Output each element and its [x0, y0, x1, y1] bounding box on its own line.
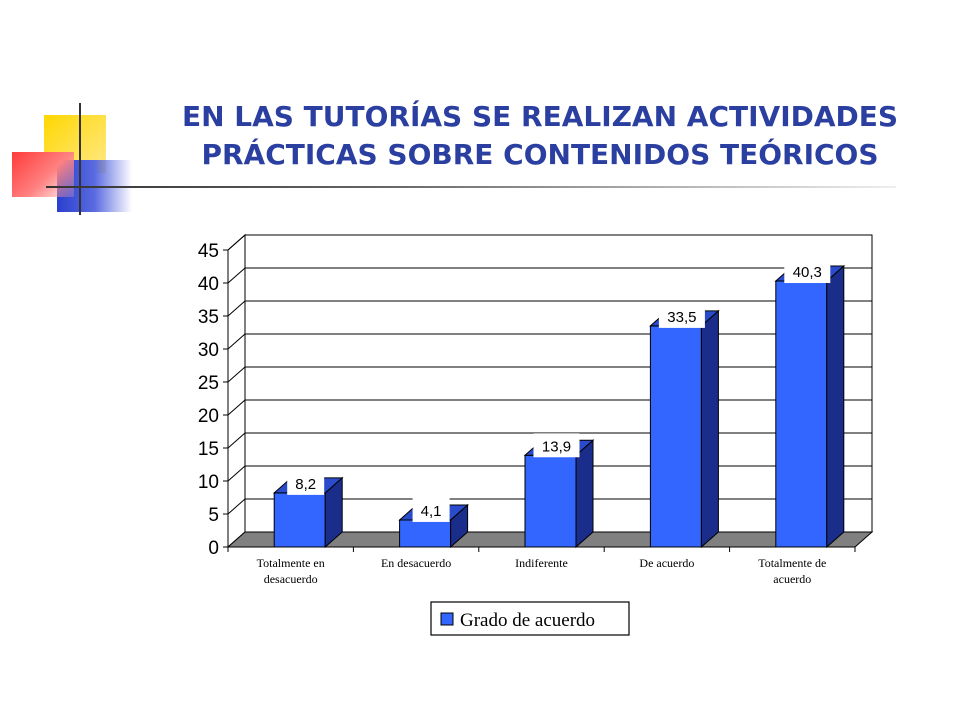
- data-label: 4,1: [421, 503, 442, 520]
- y-tick-label: 45: [198, 241, 219, 262]
- y-tick-label: 0: [208, 538, 219, 559]
- x-axis: Totalmente en desacuerdo En desacuerdo Indi…: [227, 546, 856, 586]
- y-axis: 0 5 10 15 20 25 30 35 40 45: [198, 241, 229, 559]
- bar-front: [775, 280, 828, 548]
- data-label: 8,2: [295, 476, 316, 493]
- data-label-bg: [533, 433, 580, 458]
- deco-red-square: [12, 152, 74, 197]
- slide-title: EN LAS TUTORÍAS SE REALIZAN ACTIVIDADES …: [140, 98, 940, 174]
- chart-bars: 8,2 4,1 13,9 33,5 40,3: [272, 259, 846, 549]
- data-label-bg: [287, 470, 325, 495]
- bar-side: [700, 309, 719, 549]
- x-tick-label: desacuerdo: [264, 572, 318, 586]
- bar-side: [826, 264, 845, 549]
- bar-front: [524, 454, 577, 548]
- gridline: [227, 267, 872, 284]
- y-tick-label: 20: [198, 406, 219, 427]
- x-tick-label: Totalmente de: [758, 556, 826, 570]
- deco-horizontal-line: [46, 186, 896, 188]
- bar-front: [273, 492, 326, 548]
- bar: 8,2: [272, 470, 344, 549]
- gridline: [227, 234, 872, 251]
- legend-swatch: [440, 612, 454, 626]
- slide-title-line-1: EN LAS TUTORÍAS SE REALIZAN ACTIVIDADES: [181, 100, 899, 133]
- legend-box: [430, 601, 630, 636]
- bar-front: [649, 325, 702, 548]
- x-tick-label: De acuerdo: [639, 556, 694, 570]
- x-tick-label: Indiferente: [515, 556, 568, 570]
- data-label-bg: [784, 259, 831, 284]
- gridline: [227, 300, 872, 317]
- y-tick-label: 15: [198, 439, 219, 460]
- y-tick-label: 35: [198, 307, 219, 328]
- data-label: 13,9: [542, 438, 571, 455]
- deco-vertical-line: [79, 103, 81, 215]
- data-label: 33,5: [667, 309, 696, 326]
- x-tick-label: Totalmente en: [257, 556, 325, 570]
- y-tick-label: 25: [198, 373, 219, 394]
- side-wall: [227, 233, 246, 549]
- bar: 4,1: [398, 497, 469, 549]
- x-tick-label: En desacuerdo: [381, 556, 451, 570]
- slide-title-line-2: PRÁCTICAS SOBRE CONTENIDOS TEÓRICOS: [201, 138, 879, 171]
- bar: 33,5: [649, 303, 720, 549]
- legend: Grado de acuerdo: [430, 601, 630, 636]
- y-tick-label: 30: [198, 340, 219, 361]
- legend-label: Grado de acuerdo: [460, 610, 595, 631]
- bar: 13,9: [523, 433, 595, 549]
- data-label-bg: [658, 303, 705, 328]
- y-tick-label: 40: [198, 274, 219, 295]
- data-label: 40,3: [793, 264, 822, 281]
- bar-front: [399, 519, 452, 548]
- data-label-bg: [412, 497, 450, 522]
- y-tick-label: 10: [198, 472, 219, 493]
- y-tick-label: 5: [208, 505, 219, 526]
- x-tick-label: acuerdo: [773, 572, 811, 586]
- bar: 40,3: [774, 259, 846, 549]
